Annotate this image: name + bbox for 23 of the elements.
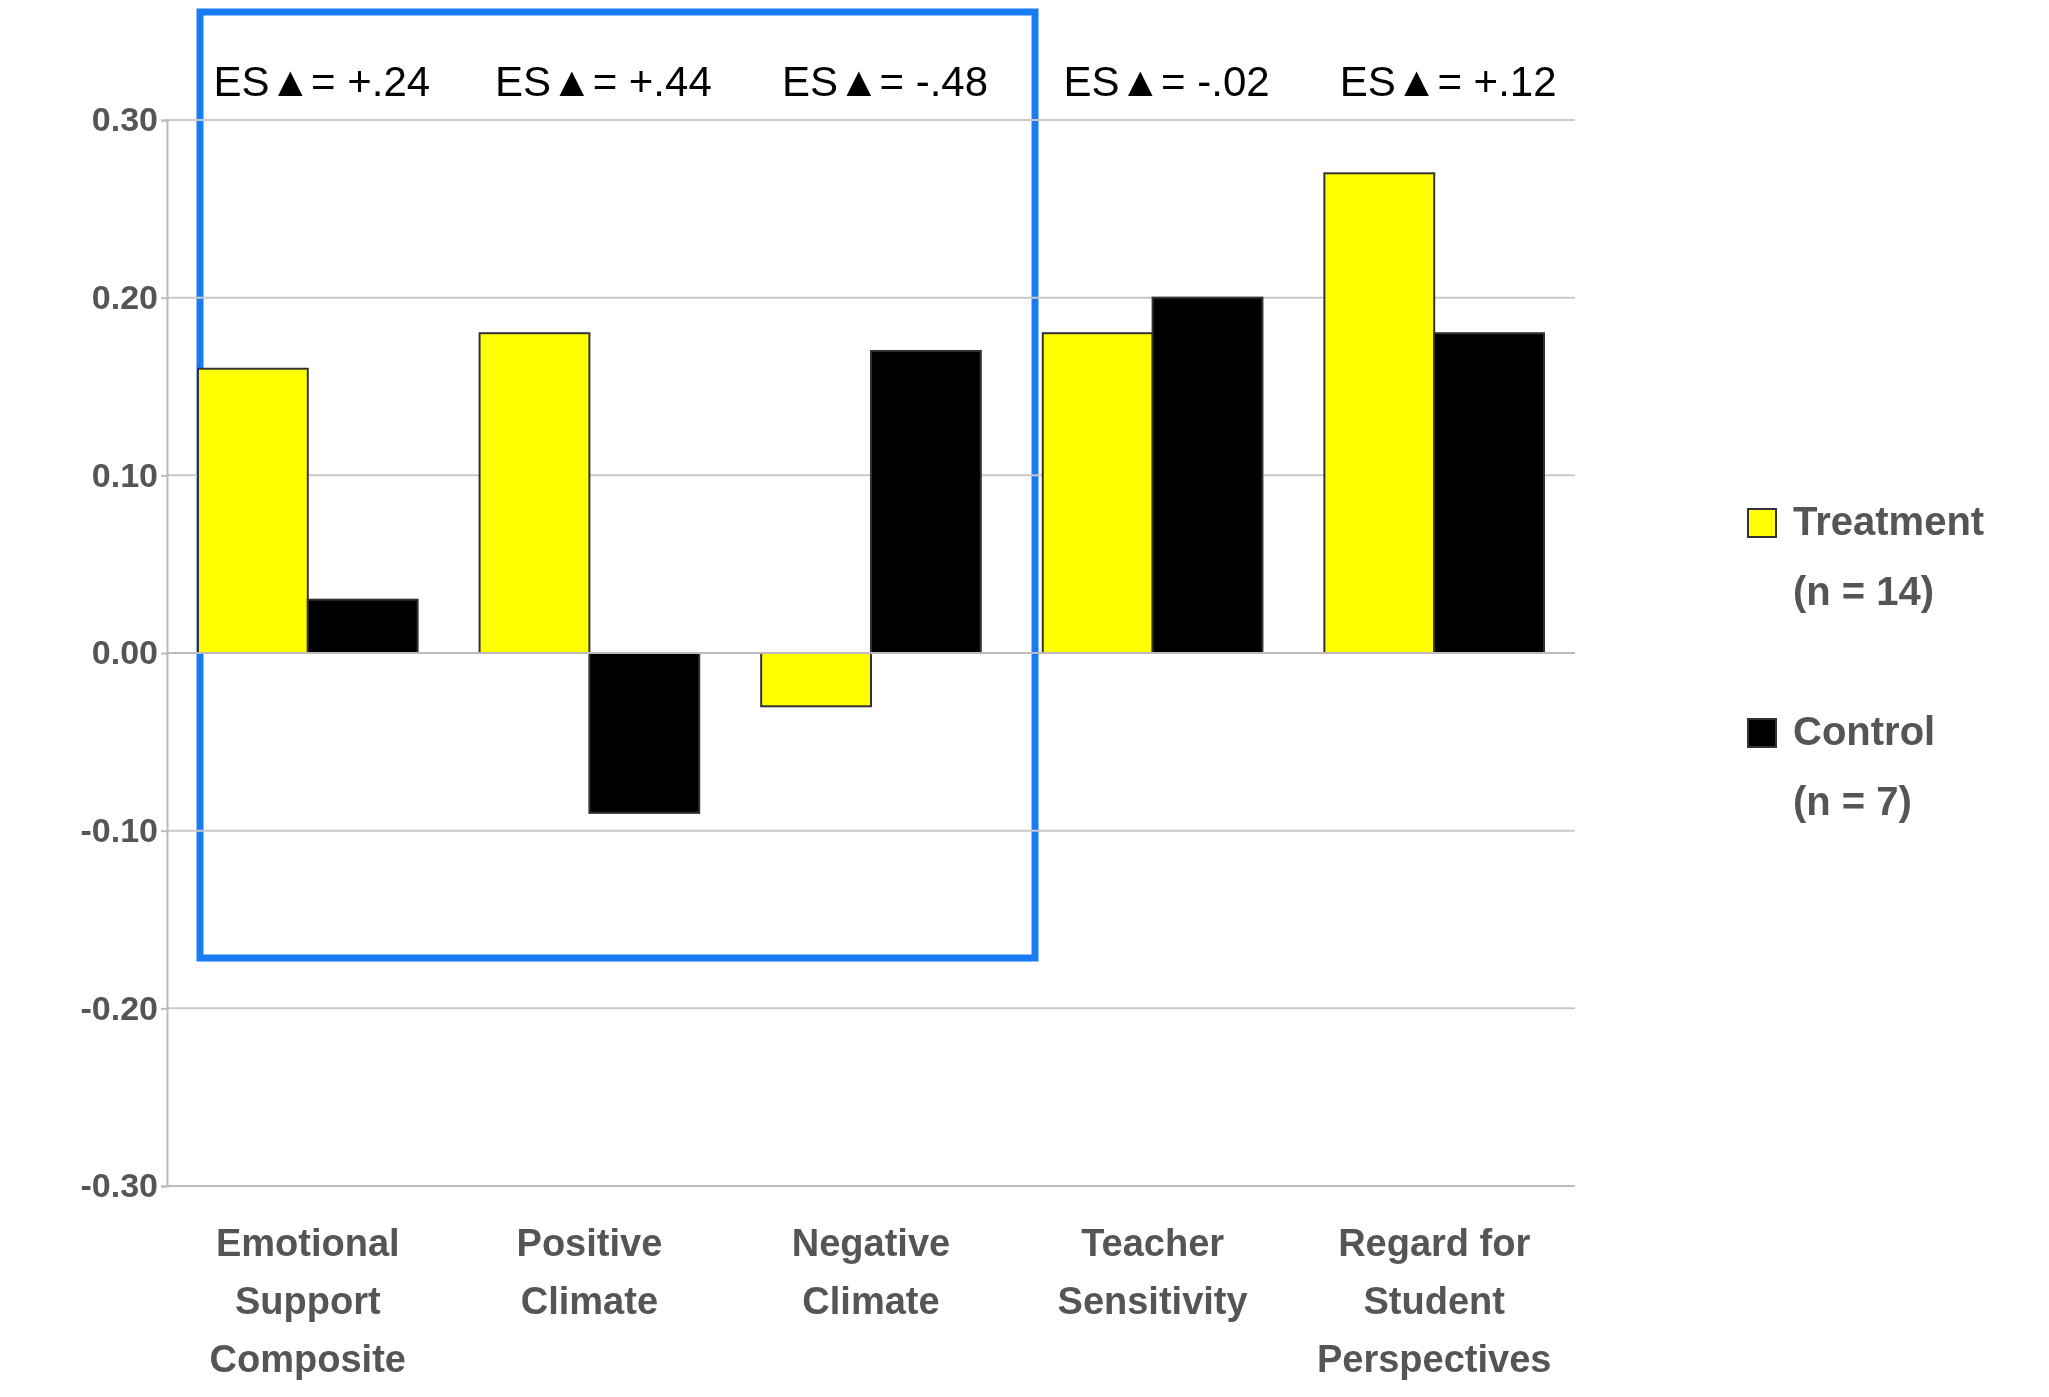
bar	[588, 652, 701, 814]
bar	[478, 332, 591, 654]
text: ES▲= -.48	[781, 58, 989, 105]
text: ES▲= +.24	[213, 58, 431, 105]
y-tick-label: 0.20	[91, 278, 158, 317]
text: ES▲= -.02	[1063, 58, 1270, 105]
bar	[760, 652, 872, 708]
x-tick-label: Regard for Student Perspectives	[1316, 1222, 1552, 1380]
legend-label: Treatment (n = 14)	[1793, 499, 1985, 613]
x-tick-label: Teacher Sensitivity	[1057, 1222, 1248, 1322]
y-tick-label: 0.00	[91, 633, 158, 672]
y-tick-label: -0.20	[80, 988, 158, 1027]
x-tick-label: Negative Climate	[791, 1222, 951, 1322]
legend-label: Control (n = 7)	[1793, 709, 1936, 823]
x-tick-label: Emotional Support Composite	[209, 1222, 406, 1380]
bar	[870, 349, 982, 654]
text: ES▲= +.44	[495, 58, 712, 105]
y-tick-label: -0.10	[80, 811, 158, 850]
x-tick-label: Positive Climate	[516, 1222, 663, 1322]
text: ES▲= +.12	[1339, 58, 1557, 105]
y-tick-label: 0.30	[91, 100, 158, 139]
y-tick-label: -0.30	[80, 1166, 158, 1205]
y-tick-label: 0.10	[91, 455, 158, 494]
